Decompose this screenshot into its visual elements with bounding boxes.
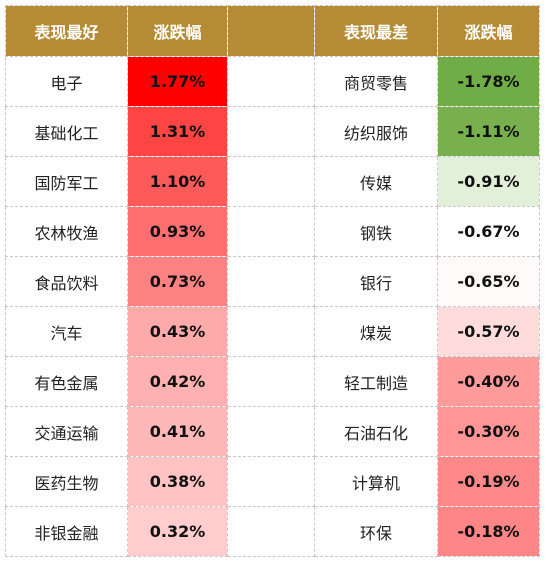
worst-change-header: 涨跌幅 xyxy=(437,5,540,57)
gap-cell xyxy=(227,206,315,257)
table-header-row: 表现最好 涨跌幅 表现最差 涨跌幅 xyxy=(5,5,540,57)
worst-sector-name: 轻工制造 xyxy=(314,356,438,407)
worst-sector-name: 煤炭 xyxy=(314,306,438,357)
gap-cell xyxy=(227,156,315,207)
table-row: 农林牧渔 0.93% 钢铁 -0.67% xyxy=(5,206,540,257)
best-sector-name: 食品饮料 xyxy=(5,256,128,307)
table-row: 电子 1.77% 商贸零售 -1.78% xyxy=(5,56,540,107)
table-body: 电子 1.77% 商贸零售 -1.78% 基础化工 1.31% 纺织服饰 -1.11% 国防军工… xyxy=(5,56,540,557)
worst-sector-change: -0.30% xyxy=(437,406,540,457)
table-row: 食品饮料 0.73% 银行 -0.65% xyxy=(5,256,540,307)
best-sector-change: 0.42% xyxy=(127,356,228,407)
best-sector-change: 0.73% xyxy=(127,256,228,307)
worst-sector-change: -0.67% xyxy=(437,206,540,257)
best-sector-name: 非银金融 xyxy=(5,506,128,557)
worst-sector-header: 表现最差 xyxy=(314,5,438,57)
best-sector-header: 表现最好 xyxy=(5,5,128,57)
best-sector-change: 0.43% xyxy=(127,306,228,357)
worst-sector-name: 石油石化 xyxy=(314,406,438,457)
table-row: 非银金融 0.32% 环保 -0.18% xyxy=(5,506,540,557)
table-row: 医药生物 0.38% 计算机 -0.19% xyxy=(5,456,540,507)
gap-cell xyxy=(227,356,315,407)
table-row: 汽车 0.43% 煤炭 -0.57% xyxy=(5,306,540,357)
sector-performance-table: 表现最好 涨跌幅 表现最差 涨跌幅 电子 1.77% 商贸零售 -1.78% 基础化工 1… xyxy=(5,5,540,557)
best-sector-change: 0.93% xyxy=(127,206,228,257)
worst-sector-name: 纺织服饰 xyxy=(314,106,438,157)
gap-cell xyxy=(227,106,315,157)
worst-sector-name: 钢铁 xyxy=(314,206,438,257)
gap-header xyxy=(227,5,315,57)
worst-sector-change: -1.11% xyxy=(437,106,540,157)
best-sector-name: 国防军工 xyxy=(5,156,128,207)
best-sector-name: 医药生物 xyxy=(5,456,128,507)
worst-sector-name: 环保 xyxy=(314,506,438,557)
table-row: 交通运输 0.41% 石油石化 -0.30% xyxy=(5,406,540,457)
best-sector-change: 0.38% xyxy=(127,456,228,507)
worst-sector-change: -0.19% xyxy=(437,456,540,507)
gap-cell xyxy=(227,456,315,507)
best-sector-name: 基础化工 xyxy=(5,106,128,157)
gap-cell xyxy=(227,56,315,107)
gap-cell xyxy=(227,306,315,357)
table-row: 有色金属 0.42% 轻工制造 -0.40% xyxy=(5,356,540,407)
gap-cell xyxy=(227,506,315,557)
worst-sector-name: 银行 xyxy=(314,256,438,307)
worst-sector-name: 传媒 xyxy=(314,156,438,207)
best-sector-name: 农林牧渔 xyxy=(5,206,128,257)
gap-cell xyxy=(227,256,315,307)
worst-sector-change: -1.78% xyxy=(437,56,540,107)
best-sector-change: 1.77% xyxy=(127,56,228,107)
best-sector-name: 汽车 xyxy=(5,306,128,357)
best-sector-name: 电子 xyxy=(5,56,128,107)
best-sector-change: 1.31% xyxy=(127,106,228,157)
worst-sector-change: -0.18% xyxy=(437,506,540,557)
best-change-header: 涨跌幅 xyxy=(127,5,228,57)
worst-sector-change: -0.65% xyxy=(437,256,540,307)
worst-sector-change: -0.57% xyxy=(437,306,540,357)
table-row: 国防军工 1.10% 传媒 -0.91% xyxy=(5,156,540,207)
worst-sector-change: -0.91% xyxy=(437,156,540,207)
worst-sector-change: -0.40% xyxy=(437,356,540,407)
best-sector-change: 1.10% xyxy=(127,156,228,207)
best-sector-name: 有色金属 xyxy=(5,356,128,407)
gap-cell xyxy=(227,406,315,457)
best-sector-name: 交通运输 xyxy=(5,406,128,457)
worst-sector-name: 计算机 xyxy=(314,456,438,507)
best-sector-change: 0.41% xyxy=(127,406,228,457)
table-row: 基础化工 1.31% 纺织服饰 -1.11% xyxy=(5,106,540,157)
worst-sector-name: 商贸零售 xyxy=(314,56,438,107)
best-sector-change: 0.32% xyxy=(127,506,228,557)
